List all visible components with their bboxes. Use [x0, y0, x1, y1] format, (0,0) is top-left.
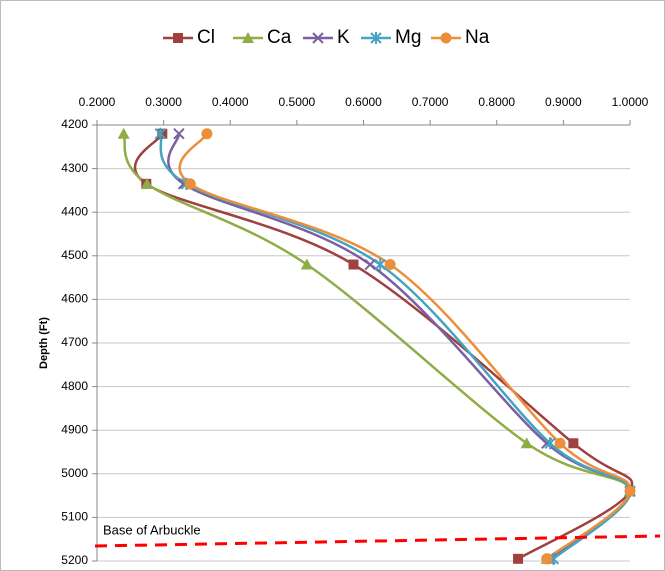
legend-label: Na [465, 27, 490, 48]
y-tick-label: 5000 [61, 466, 88, 480]
marker [520, 437, 533, 449]
legend-item: Cl [163, 27, 215, 48]
marker [370, 32, 382, 44]
y-tick-label: 4700 [61, 335, 88, 349]
y-tick-label: 4400 [61, 204, 88, 218]
y-tick-label: 4300 [61, 161, 88, 175]
marker [173, 33, 183, 43]
legend-item: Ca [233, 27, 292, 48]
marker [184, 178, 196, 190]
marker [201, 128, 213, 140]
y-tick-label: 4800 [61, 379, 88, 393]
y-tick-label: 4500 [61, 248, 88, 262]
marker [541, 553, 553, 565]
x-tick-label: 0.7000 [412, 95, 449, 109]
x-tick-label: 0.3000 [145, 95, 182, 109]
x-tick-label: 0.8000 [478, 95, 515, 109]
legend-label: Mg [395, 27, 421, 48]
legend-label: Cl [197, 27, 215, 48]
marker [513, 553, 524, 564]
x-tick-label: 0.5000 [279, 95, 316, 109]
marker [624, 485, 636, 497]
marker [117, 127, 130, 139]
y-tick-label: 5100 [61, 510, 88, 524]
marker [140, 177, 153, 189]
y-tick-label: 4900 [61, 422, 88, 436]
marker [157, 128, 168, 139]
marker [348, 259, 359, 270]
marker [554, 437, 566, 449]
x-tick-label: 0.6000 [345, 95, 382, 109]
marker [242, 32, 254, 43]
x-tick-label: 0.2000 [79, 95, 116, 109]
y-tick-label: 5200 [61, 553, 88, 567]
base-line [94, 534, 661, 548]
marker [384, 259, 396, 271]
legend-item: K [303, 27, 350, 48]
legend-item: Na [431, 27, 490, 48]
marker [154, 127, 167, 140]
marker [544, 437, 556, 450]
legend-item: Mg [361, 27, 421, 48]
marker [374, 258, 386, 271]
legend-label: Ca [267, 27, 292, 48]
y-tick-label: 4600 [61, 292, 88, 306]
annotation: Base of Arbuckle [103, 522, 201, 537]
marker [173, 128, 185, 140]
x-tick-label: 1.0000 [612, 95, 649, 109]
x-tick-label: 0.4000 [212, 95, 249, 109]
legend-label: K [337, 27, 350, 48]
marker [568, 438, 579, 449]
marker [300, 258, 313, 270]
x-tick-label: 0.9000 [545, 95, 582, 109]
y-axis-label: Depth (Ft) [38, 317, 50, 369]
marker [440, 32, 452, 44]
y-tick-label: 4200 [61, 117, 88, 131]
marker [312, 32, 324, 44]
marker [364, 258, 376, 271]
